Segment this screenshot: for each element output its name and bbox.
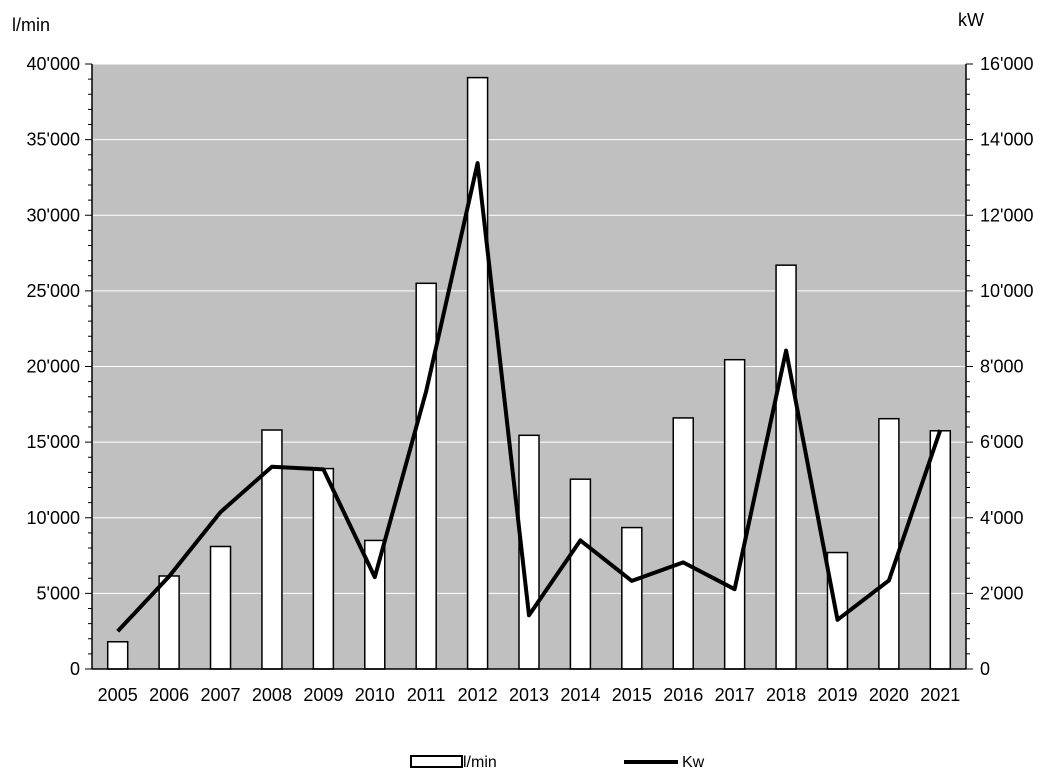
legend-label-l-min: l/min [463, 754, 497, 771]
right-axis-ticks: 0 2'000 4'000 6'000 8'000 10'000 12'000 14'000 1… [980, 54, 1034, 679]
bar-2015 [621, 526, 643, 670]
legend-swatch-l-min [410, 755, 463, 768]
bar-2005 [106, 641, 129, 670]
bar-2018 [775, 264, 797, 670]
left-tick-label: 30'000 [27, 205, 81, 225]
left-tick-label: 10'000 [27, 508, 81, 528]
x-axis-ticks: 2005 2006 2007 2008 2009 2010 2011 2012 2013 2014… [98, 685, 961, 705]
x-tick-label: 2018 [766, 685, 806, 705]
right-tick-label: 12'000 [980, 205, 1034, 225]
legend-label-kw: Kw [682, 754, 705, 771]
right-tick-label: 16'000 [980, 54, 1034, 74]
left-axis-ticks: 0 5'000 10'000 15'000 20'000 25'000 30'000 35'0… [27, 54, 81, 679]
line-series-kw [116, 161, 943, 633]
x-tick-label: 2009 [303, 685, 343, 705]
x-tick-label: 2014 [560, 685, 600, 705]
x-tick-label: 2011 [407, 685, 446, 705]
left-tick-label: 0 [70, 659, 80, 679]
left-tick-label: 40'000 [27, 54, 81, 74]
x-tick-label: 2007 [201, 685, 241, 705]
bar-2016 [672, 417, 694, 670]
x-tick-label: 2017 [715, 685, 755, 705]
x-tick-label: 2020 [869, 685, 909, 705]
x-tick-label: 2012 [458, 685, 498, 705]
right-tick-label: 8'000 [980, 357, 1023, 377]
right-tick-label: 10'000 [980, 281, 1034, 301]
bar-2011 [415, 282, 437, 670]
right-tick-label: 0 [980, 659, 990, 679]
bar-2017 [723, 358, 746, 670]
x-tick-label: 2021 [920, 685, 960, 705]
bar-2006 [158, 575, 180, 670]
x-tick-label: 2016 [663, 685, 703, 705]
left-tick-label: 25'000 [27, 281, 81, 301]
x-tick-label: 2008 [252, 685, 292, 705]
bar-2007 [209, 545, 232, 670]
x-tick-label: 2019 [817, 685, 857, 705]
right-tick-label: 4'000 [980, 508, 1023, 528]
axes [85, 63, 973, 670]
bar-2009 [312, 467, 335, 670]
x-tick-label: 2006 [149, 685, 189, 705]
right-axis-unit: kW [958, 10, 984, 30]
bar-2021 [929, 430, 952, 670]
right-tick-label: 6'000 [980, 432, 1023, 452]
x-tick-label: 2015 [612, 685, 652, 705]
left-tick-label: 15'000 [27, 432, 81, 452]
left-tick-label: 20'000 [27, 357, 81, 377]
x-tick-label: 2010 [355, 685, 395, 705]
x-tick-label: 2005 [98, 685, 138, 705]
left-axis-unit: l/min [12, 15, 50, 35]
legend: l/min Kw [410, 754, 705, 771]
left-tick-label: 35'000 [27, 130, 81, 150]
right-tick-label: 14'000 [980, 130, 1034, 150]
bar-2020 [878, 417, 900, 670]
right-tick-label: 2'000 [980, 583, 1023, 603]
left-tick-label: 5'000 [37, 583, 80, 603]
bar-2014 [569, 478, 592, 670]
x-tick-label: 2013 [509, 685, 549, 705]
